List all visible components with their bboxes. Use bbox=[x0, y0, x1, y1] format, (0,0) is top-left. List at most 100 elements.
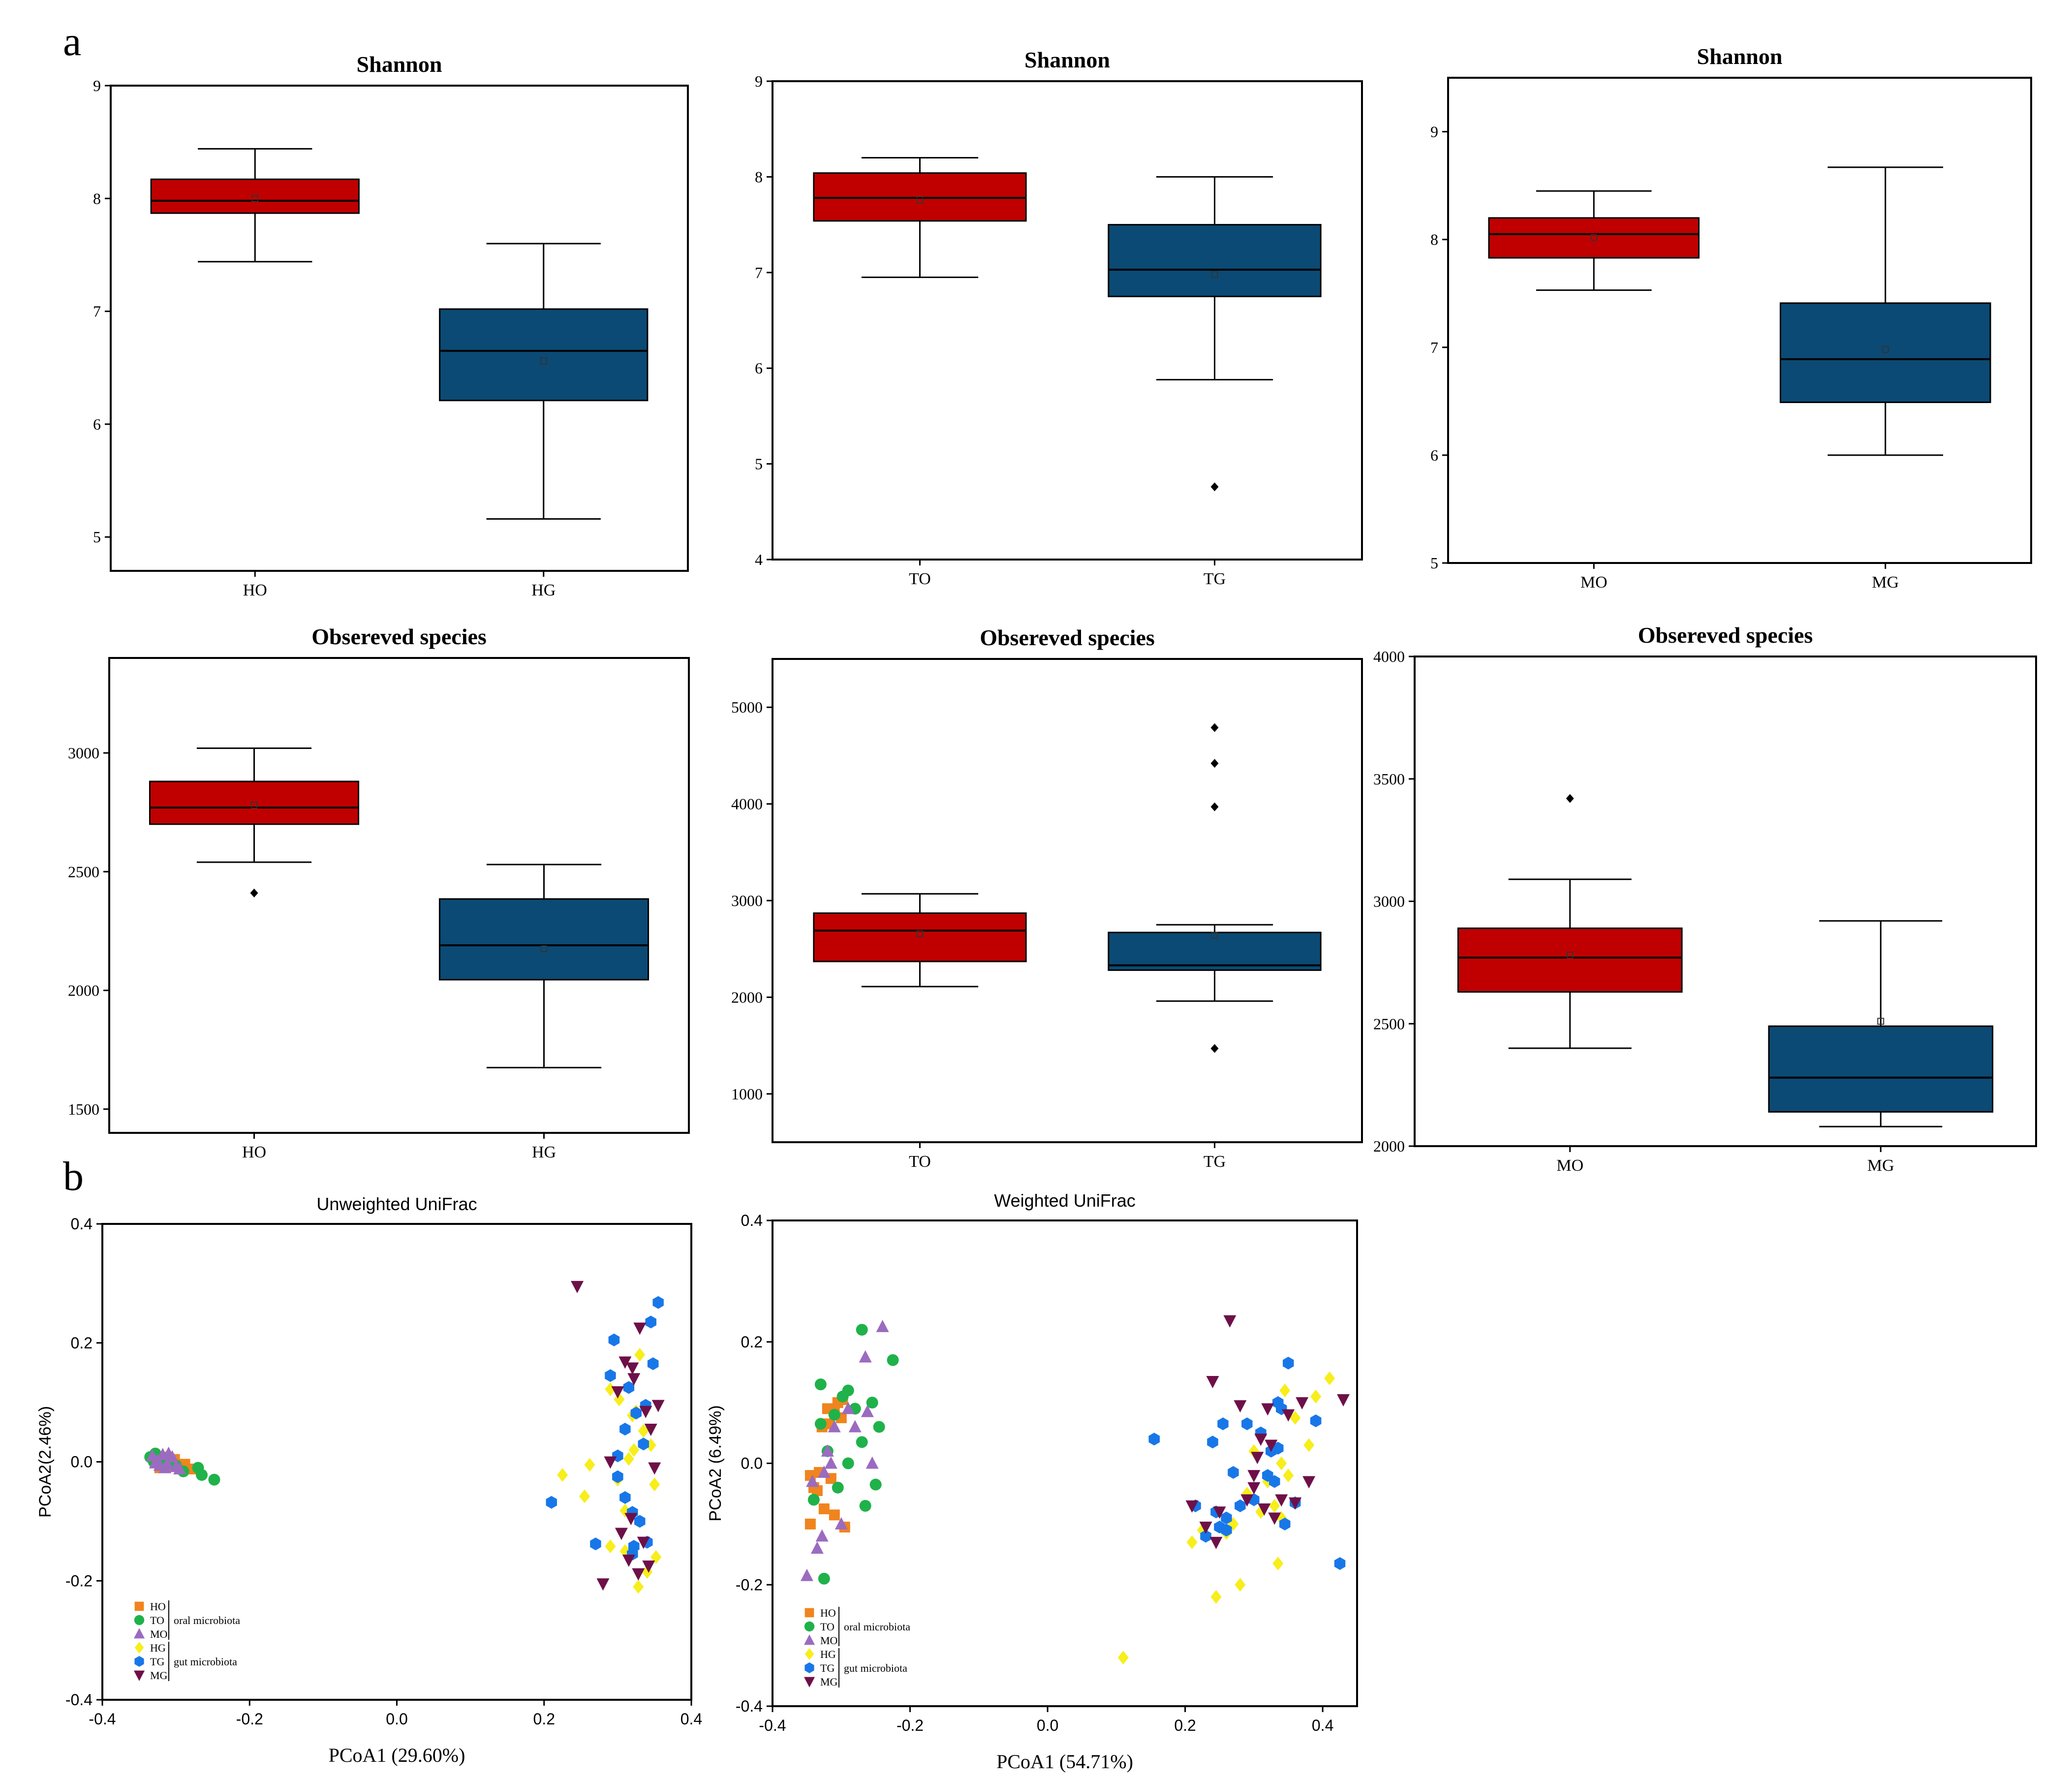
point-HG bbox=[1303, 1438, 1315, 1452]
point-HG bbox=[623, 1452, 634, 1466]
mean-marker bbox=[1211, 271, 1218, 278]
point-TO bbox=[887, 1354, 899, 1366]
y-tick-label: 6 bbox=[1430, 446, 1438, 464]
point-MG bbox=[615, 1528, 628, 1540]
point-TG bbox=[645, 1315, 656, 1329]
x-axis-label: PCoA1 (54.71%) bbox=[996, 1750, 1133, 1773]
point-MG bbox=[1337, 1394, 1350, 1406]
x-tick-label: TO bbox=[909, 1153, 931, 1171]
legend-group-gut: gut microbiota bbox=[844, 1662, 907, 1674]
y-axis-label: PCoA2 (6.49%) bbox=[706, 1405, 725, 1521]
y-tick-label: 5 bbox=[755, 455, 763, 473]
point-MO bbox=[859, 1350, 872, 1363]
mean-marker bbox=[1566, 951, 1574, 959]
point-TO bbox=[873, 1421, 885, 1433]
plot-frame bbox=[772, 80, 1363, 561]
x-tick-label: 0.2 bbox=[1174, 1717, 1196, 1734]
legend-swatch-MO bbox=[804, 1634, 815, 1645]
box-HO bbox=[150, 148, 360, 263]
y-tick-label: 5 bbox=[93, 528, 101, 546]
legend-marker-HG bbox=[134, 1642, 144, 1654]
point-TO bbox=[856, 1324, 868, 1336]
point-MG bbox=[1265, 1439, 1278, 1452]
legend-swatch-MG bbox=[804, 1677, 815, 1687]
iqr-box bbox=[1768, 1025, 1994, 1113]
legend-marker-TG bbox=[804, 1662, 814, 1674]
point-TG bbox=[623, 1381, 635, 1394]
point-MG bbox=[1247, 1470, 1261, 1483]
box-MO bbox=[1488, 190, 1700, 291]
chart-title: Shannon bbox=[1697, 44, 1783, 69]
y-tick-label: 2000 bbox=[731, 988, 763, 1006]
y-tick-label: 3000 bbox=[68, 744, 99, 762]
legend-group-oral: oral microbiota bbox=[174, 1614, 240, 1626]
chart-title: Obsereved species bbox=[311, 624, 487, 649]
x-tick-label: MG bbox=[1872, 573, 1899, 592]
outlier-point bbox=[1210, 482, 1219, 492]
point-MO bbox=[876, 1319, 889, 1332]
legend-label-TO: TO bbox=[150, 1614, 164, 1626]
y-tick-label: 5000 bbox=[731, 698, 763, 716]
y-tick-label: -0.2 bbox=[736, 1576, 763, 1593]
legend-swatch-TO bbox=[134, 1615, 145, 1625]
x-tick-label: MO bbox=[1580, 573, 1608, 592]
point-TO bbox=[866, 1397, 878, 1409]
point-TG bbox=[546, 1496, 557, 1509]
iqr-box bbox=[149, 781, 360, 825]
point-TG bbox=[1235, 1499, 1246, 1512]
point-TG bbox=[612, 1470, 623, 1483]
point-TO bbox=[832, 1481, 844, 1494]
point-HG bbox=[605, 1382, 616, 1397]
legend-swatch-HG bbox=[134, 1642, 144, 1654]
x-tick-label: HG bbox=[532, 1143, 556, 1161]
box-HO bbox=[149, 747, 360, 898]
point-HO bbox=[804, 1518, 816, 1530]
legend-swatch-TG bbox=[804, 1662, 814, 1674]
point-TG bbox=[590, 1537, 601, 1551]
legend-marker-TO bbox=[804, 1621, 815, 1632]
legend-marker-HO bbox=[804, 1608, 814, 1618]
point-MO bbox=[815, 1529, 829, 1542]
point-MO bbox=[806, 1474, 819, 1487]
legend-label-HO: HO bbox=[820, 1607, 836, 1619]
y-tick-label: 9 bbox=[755, 72, 763, 90]
series-TO bbox=[807, 1324, 899, 1585]
point-TG bbox=[1310, 1414, 1322, 1428]
outlier-point bbox=[1210, 1044, 1219, 1053]
point-MG bbox=[1268, 1512, 1281, 1525]
legend-label-MG: MG bbox=[150, 1669, 168, 1682]
point-HG bbox=[634, 1347, 646, 1362]
point-HG bbox=[1324, 1371, 1335, 1385]
x-tick-label: MO bbox=[1556, 1156, 1583, 1175]
box-TO bbox=[813, 893, 1027, 988]
point-TO bbox=[807, 1494, 820, 1506]
outlier-point bbox=[1210, 723, 1219, 732]
series-TG bbox=[1148, 1356, 1346, 1570]
x-tick-label: TG bbox=[1204, 1153, 1226, 1171]
plot-frame bbox=[1447, 77, 2032, 564]
point-MG bbox=[611, 1386, 624, 1399]
y-tick-label: 4000 bbox=[731, 795, 763, 813]
point-MG bbox=[1240, 1494, 1254, 1507]
point-TG bbox=[1272, 1441, 1284, 1455]
legend-marker-MG bbox=[804, 1677, 815, 1687]
point-MO bbox=[149, 1456, 162, 1468]
y-tick-label: 0.0 bbox=[741, 1455, 763, 1472]
legend-marker-TO bbox=[134, 1615, 145, 1625]
point-TG bbox=[605, 1369, 616, 1382]
point-MO bbox=[828, 1420, 841, 1433]
x-tick-label: 0.0 bbox=[1037, 1717, 1058, 1734]
point-MG bbox=[648, 1462, 661, 1475]
legend-swatch-TG bbox=[134, 1655, 144, 1667]
outlier-point bbox=[1210, 759, 1219, 768]
point-MG bbox=[1296, 1397, 1309, 1410]
y-tick-label: 9 bbox=[1430, 123, 1438, 141]
mean-marker bbox=[916, 930, 924, 937]
legend-marker-MG bbox=[133, 1670, 145, 1681]
point-TO bbox=[842, 1457, 854, 1469]
point-HG bbox=[1276, 1456, 1287, 1470]
iqr-box bbox=[1457, 927, 1683, 993]
legend-label-HO: HO bbox=[150, 1600, 166, 1613]
x-tick-label: 0.0 bbox=[386, 1710, 407, 1728]
plot-frame bbox=[772, 658, 1363, 1143]
